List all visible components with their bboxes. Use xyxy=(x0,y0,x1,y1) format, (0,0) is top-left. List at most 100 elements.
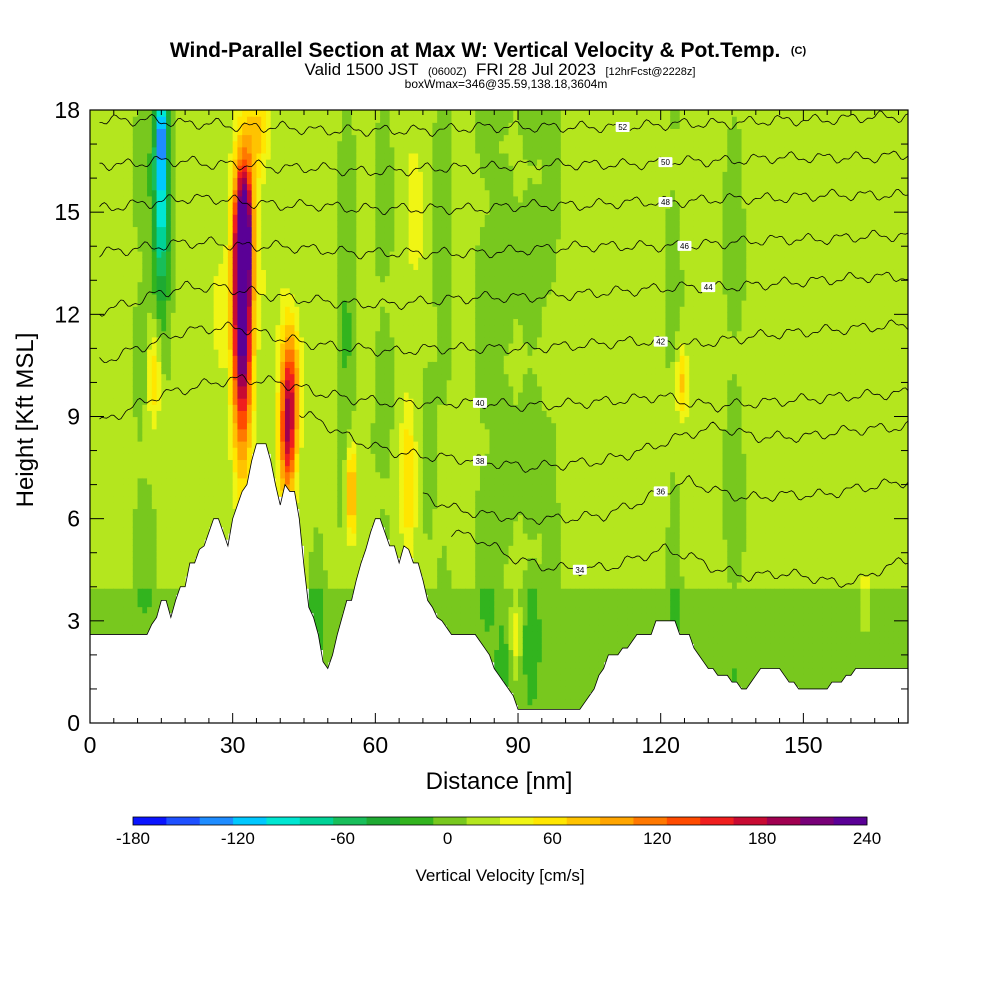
velocity-cell xyxy=(242,428,248,436)
velocity-cell xyxy=(361,342,367,350)
velocity-cell xyxy=(346,379,353,387)
velocity-cell xyxy=(227,165,234,172)
velocity-cell xyxy=(113,177,120,185)
velocity-cell xyxy=(128,177,134,185)
velocity-cell xyxy=(194,422,200,430)
velocity-cell xyxy=(151,404,158,411)
velocity-cell xyxy=(337,459,343,467)
velocity-cell xyxy=(90,183,96,191)
velocity-cell xyxy=(384,269,391,277)
velocity-cell xyxy=(90,220,96,228)
velocity-cell xyxy=(299,532,305,540)
velocity-cell xyxy=(308,269,315,277)
velocity-cell xyxy=(308,152,315,160)
velocity-cell xyxy=(94,575,101,583)
velocity-cell xyxy=(304,422,310,430)
velocity-cell xyxy=(351,496,357,503)
velocity-cell xyxy=(313,293,319,301)
velocity-cell xyxy=(270,373,277,381)
velocity-cell xyxy=(104,600,110,608)
velocity-cell xyxy=(384,361,391,369)
velocity-cell xyxy=(332,238,338,246)
velocity-cell xyxy=(399,477,405,485)
velocity-cell xyxy=(313,447,319,454)
velocity-cell xyxy=(337,588,343,595)
velocity-cell xyxy=(280,257,286,264)
velocity-cell xyxy=(332,312,338,320)
velocity-cell xyxy=(151,483,158,491)
velocity-cell xyxy=(161,324,167,332)
velocity-cell xyxy=(299,275,305,283)
velocity-cell xyxy=(342,355,348,362)
velocity-cell xyxy=(156,453,162,461)
velocity-cell xyxy=(384,134,391,142)
velocity-cell xyxy=(94,116,101,123)
velocity-cell xyxy=(351,128,357,136)
velocity-cell xyxy=(280,465,286,473)
velocity-cell xyxy=(128,281,134,289)
velocity-cell xyxy=(137,618,143,626)
velocity-cell xyxy=(113,582,120,589)
velocity-cell xyxy=(275,379,281,387)
velocity-cell xyxy=(370,250,376,258)
velocity-cell xyxy=(175,171,181,179)
velocity-cell xyxy=(166,428,172,436)
velocity-cell xyxy=(394,269,400,277)
velocity-cell xyxy=(237,287,243,295)
velocity-cell xyxy=(237,226,243,234)
velocity-cell xyxy=(170,110,177,117)
velocity-cell xyxy=(113,404,120,411)
velocity-cell xyxy=(232,183,239,191)
velocity-cell xyxy=(389,208,395,215)
velocity-cell xyxy=(185,490,191,497)
velocity-cell xyxy=(223,441,229,448)
velocity-cell xyxy=(194,201,200,209)
velocity-cell xyxy=(261,428,267,436)
velocity-cell xyxy=(384,336,391,344)
velocity-cell xyxy=(394,128,400,136)
velocity-cell xyxy=(237,318,243,326)
velocity-cell xyxy=(261,177,267,185)
velocity-cell xyxy=(280,275,286,283)
velocity-cell xyxy=(370,336,376,344)
velocity-cell xyxy=(270,257,277,264)
velocity-cell xyxy=(104,582,110,589)
velocity-cell xyxy=(256,134,262,142)
velocity-cell xyxy=(380,128,386,136)
velocity-cell xyxy=(313,514,319,522)
velocity-cell xyxy=(323,594,329,601)
velocity-cell xyxy=(399,416,405,424)
velocity-cell xyxy=(237,152,243,160)
velocity-cell xyxy=(208,140,215,148)
velocity-cell xyxy=(327,582,334,589)
velocity-cell xyxy=(251,220,258,228)
velocity-cell xyxy=(166,195,172,203)
velocity-cell xyxy=(137,582,143,589)
velocity-cell xyxy=(237,159,243,166)
velocity-cell xyxy=(394,502,400,510)
velocity-cell xyxy=(156,110,162,117)
velocity-cell xyxy=(223,134,229,142)
velocity-cell xyxy=(204,122,210,129)
velocity-cell xyxy=(104,244,110,252)
velocity-cell xyxy=(389,391,395,399)
velocity-cell xyxy=(361,177,367,185)
velocity-cell xyxy=(175,398,181,405)
velocity-cell xyxy=(90,483,96,491)
velocity-cell xyxy=(356,122,362,129)
velocity-cell xyxy=(189,557,196,565)
velocity-cell xyxy=(346,434,353,442)
velocity-cell xyxy=(132,428,139,436)
velocity-cell xyxy=(170,281,177,289)
velocity-cell xyxy=(251,404,258,411)
velocity-cell xyxy=(161,201,167,209)
velocity-cell xyxy=(189,508,196,516)
velocity-cell xyxy=(147,226,153,234)
velocity-cell xyxy=(251,391,258,399)
velocity-cell xyxy=(384,177,391,185)
velocity-cell xyxy=(284,483,291,491)
velocity-cell xyxy=(365,410,372,418)
velocity-cell xyxy=(199,502,205,510)
velocity-cell xyxy=(213,195,220,203)
velocity-cell xyxy=(265,201,272,209)
